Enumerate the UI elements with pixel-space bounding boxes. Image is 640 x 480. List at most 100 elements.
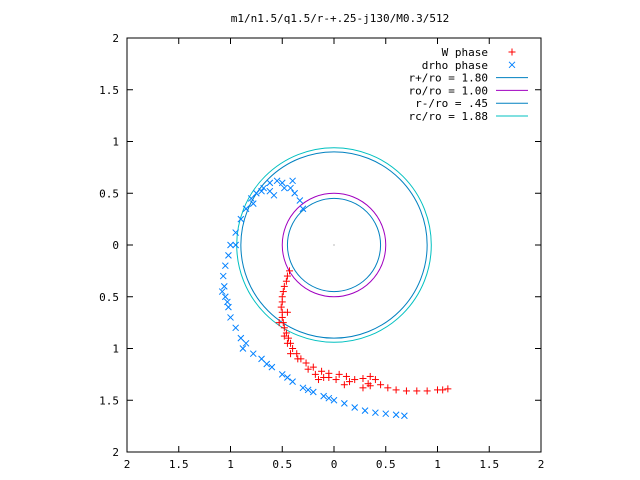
drho-phase-point-b [225,251,232,259]
w-phase-point [302,359,310,367]
w-phase-point [359,384,367,392]
drho-phase-point-b [218,288,226,295]
w-phase-point [340,381,348,389]
drho-phase-point-b [249,350,257,358]
drho-phase-point-b [232,241,240,249]
drho-phase-point [247,195,255,202]
w-phase-point [318,367,326,375]
w-phase-point [277,303,285,311]
y-tick-label: 1.5 [99,84,119,97]
drho-phase-point-b [401,412,408,420]
drho-phase-point [309,388,317,396]
x-tick-label: 0.5 [272,458,292,471]
legend-swatch [508,61,516,69]
w-phase-point [325,373,333,381]
drho-phase-point-b [260,184,267,192]
drho-phase-point-b [351,404,359,411]
w-phase-point [279,288,287,296]
drho-phase-point-b [258,187,265,195]
w-phase-point [384,384,392,392]
drho-phase-point [258,355,265,363]
drho-phase-point-b [320,392,328,400]
drho-phase-point [219,272,227,280]
legend-swatch [508,48,516,56]
w-phase-point [332,376,340,384]
drho-phase-point [325,394,333,402]
w-phase-point [278,313,286,321]
drho-phase-point-b [268,363,276,371]
center-point [333,244,335,246]
drho-phase-point-b [361,407,369,414]
w-phase-point [366,382,374,390]
drho-phase-point [249,350,257,358]
drho-phase-point-b [232,229,240,236]
drho-phase-point [401,412,408,420]
drho-phase-point-b [237,215,245,223]
drho-phase-point [242,339,250,347]
w-phase-point [439,386,447,394]
drho-phase-point [266,179,274,187]
drho-phase-point-b [242,339,250,347]
drho-phase-point-b [340,400,348,407]
drho-phase-point-b [247,195,255,202]
w-phase-point [346,378,354,386]
drho-phase-point-b [220,283,228,290]
legend-label: drho phase [422,59,488,72]
w-phase-point [311,370,319,378]
drho-phase-point-b [225,303,232,311]
drho-phase-point [273,177,281,185]
y-tick-label: 1 [112,343,119,356]
drho-phase-point-b [249,200,257,207]
drho-phase-point [289,177,296,185]
drho-phase-point-b [296,197,304,204]
drho-phase-point [225,251,232,259]
w-phase-point [275,319,283,327]
drho-phase-point [361,407,369,414]
drho-phase-point-b [392,411,400,419]
drho-phase-point-b [291,189,299,197]
y-tick-label: 0.5 [99,187,119,200]
drho-phase-point [320,392,328,400]
drho-phase-point [232,241,240,249]
x-tick-label: 2 [538,458,545,471]
w-phase-point [371,376,379,384]
drho-phase-point [351,404,359,411]
w-phase-point [280,282,288,290]
drho-phase-point [218,288,226,295]
w-phase-point [366,372,374,380]
drho-phase-point-b [304,386,312,394]
w-phase-point [413,387,421,395]
drho-phase-point [304,386,312,394]
drho-phase-point [266,187,274,195]
drho-phase-point [278,179,286,187]
circle-r-ro-1-80 [240,151,428,339]
chart-title: m1/n1.5/q1.5/r-+.25-j130/M0.3/512 [231,12,450,25]
x-tick-label: 1.5 [169,458,189,471]
drho-phase-point-b [219,272,227,280]
drho-phase-point-b [253,189,260,197]
drho-phase-point-b [289,177,296,185]
w-phase-point [392,386,400,394]
drho-phase-point [268,363,276,371]
w-phase-point [304,365,312,373]
w-phase-point [284,334,292,342]
drho-phase-point-b [227,241,234,249]
circle-r-ro-45 [286,197,382,293]
drho-phase-point [221,262,229,270]
legend-label: r-/ro = .45 [415,97,488,110]
drho-phase-point-b [278,371,286,378]
drho-phase-point-b [287,184,294,192]
w-phase-point [283,339,291,347]
w-phase-point [280,324,288,332]
w-phase-point [359,375,367,383]
drho-phase-point [382,410,390,418]
drho-phase-point-b [299,384,307,392]
y-tick-label: 1 [112,136,119,149]
drho-phase-point-b [289,378,296,385]
w-phase-point [282,277,290,285]
w-phase-point [309,363,317,371]
drho-phase-point [220,283,228,290]
drho-phase-point-b [258,355,265,363]
drho-phase-point-b [221,262,229,270]
